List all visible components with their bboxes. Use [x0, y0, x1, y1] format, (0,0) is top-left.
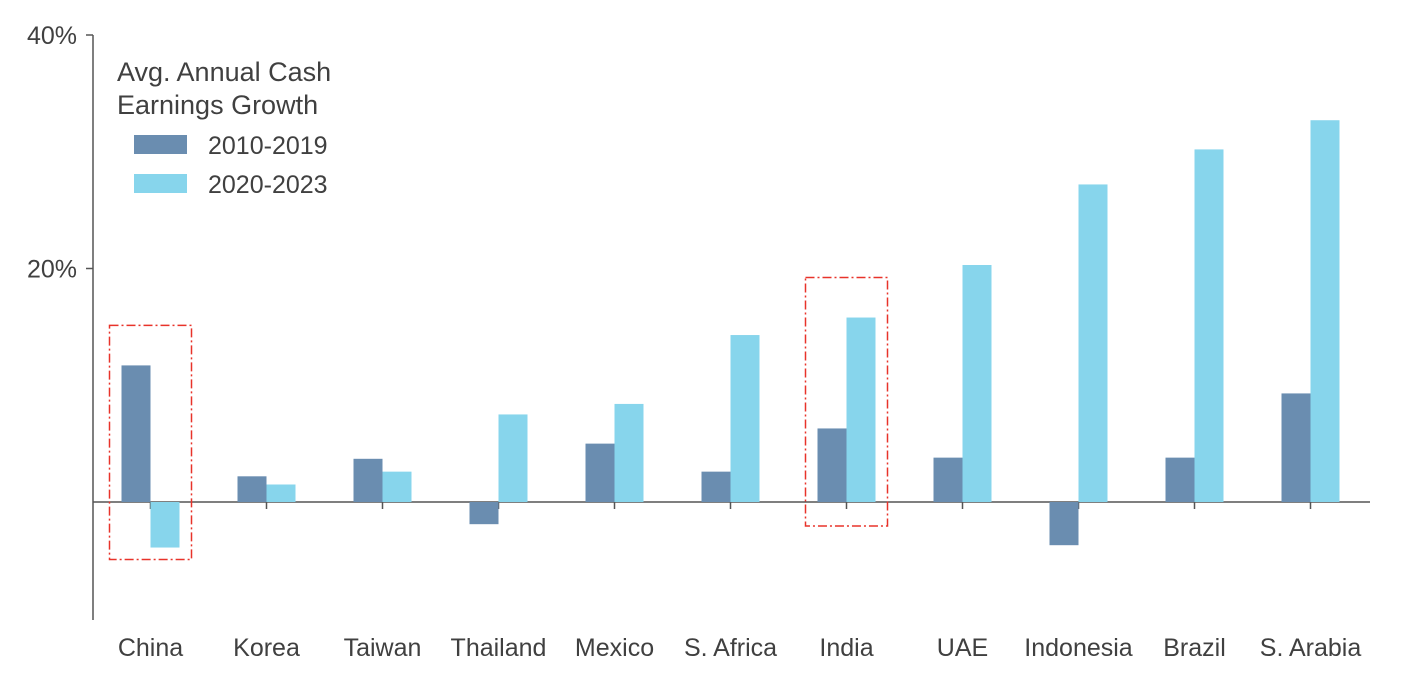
y-tick-label-20: 20%: [27, 256, 77, 284]
legend: Avg. Annual Cash Earnings Growth 2010-20…: [117, 57, 331, 199]
bar-india-2010-2019: [817, 428, 847, 502]
highlight-boxes: [108, 276, 889, 561]
category-label-brazil: Brazil: [1163, 634, 1226, 662]
bar-korea-2010-2019: [237, 476, 267, 502]
category-labels: China Korea Taiwan Thailand Mexico S. Africa I…: [118, 634, 1361, 662]
y-tick-label-40: 40%: [27, 22, 77, 50]
bar-thailand-2020-2023: [498, 414, 528, 502]
bar-uae-2010-2019: [933, 457, 963, 502]
bar-mexico-2020-2023: [614, 403, 644, 502]
y-tick-labels: 20% 40%: [27, 22, 77, 284]
axes: [86, 34, 1370, 620]
bar-brazil-2020-2023: [1194, 149, 1224, 503]
legend-swatch-2020-2023: [134, 174, 187, 193]
category-label-s-africa: S. Africa: [684, 634, 777, 662]
legend-label-2010-2019: 2010-2019: [208, 132, 328, 160]
bars: [121, 120, 1340, 548]
bar-indonesia-2020-2023: [1078, 184, 1108, 502]
category-label-china: China: [118, 634, 183, 662]
bar-indonesia-2010-2019: [1049, 502, 1079, 546]
bar-uae-2020-2023: [962, 264, 992, 502]
bar-s-africa-2020-2023: [730, 335, 760, 502]
category-label-india: India: [819, 634, 873, 662]
bar-thailand-2010-2019: [469, 502, 499, 525]
category-label-korea: Korea: [233, 634, 300, 662]
bar-s-arabia-2020-2023: [1310, 120, 1340, 502]
bar-taiwan-2010-2019: [353, 458, 383, 502]
legend-label-2020-2023: 2020-2023: [208, 171, 328, 199]
category-label-uae: UAE: [937, 634, 988, 662]
bar-s-africa-2010-2019: [701, 471, 731, 502]
category-label-s-arabia: S. Arabia: [1260, 634, 1362, 662]
category-label-thailand: Thailand: [451, 634, 547, 662]
bar-brazil-2010-2019: [1165, 457, 1195, 502]
highlight-box-india: [804, 276, 889, 527]
category-label-taiwan: Taiwan: [344, 634, 422, 662]
category-label-mexico: Mexico: [575, 634, 654, 662]
bar-taiwan-2020-2023: [382, 471, 412, 502]
highlight-box-china: [108, 324, 193, 561]
bar-korea-2020-2023: [266, 484, 296, 502]
bar-china-2010-2019: [121, 365, 151, 502]
bar-china-2020-2023: [150, 502, 180, 548]
legend-swatch-2010-2019: [134, 135, 187, 154]
legend-title-line-1: Avg. Annual Cash: [117, 57, 331, 87]
bar-s-arabia-2010-2019: [1281, 393, 1311, 502]
bar-mexico-2010-2019: [585, 443, 615, 502]
category-label-indonesia: Indonesia: [1024, 634, 1133, 662]
bar-india-2020-2023: [846, 317, 876, 502]
legend-title-line-2: Earnings Growth: [117, 90, 318, 120]
